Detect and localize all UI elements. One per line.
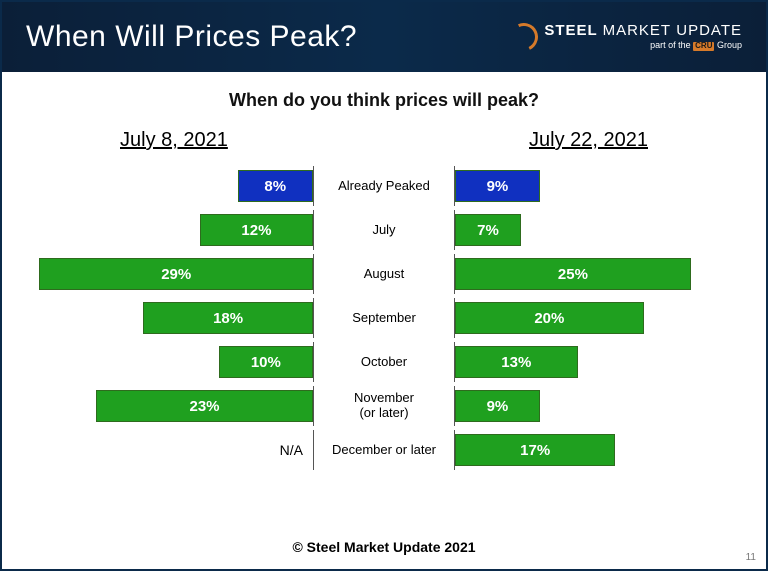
bar-right: 25% bbox=[455, 258, 691, 290]
copyright: © Steel Market Update 2021 bbox=[2, 539, 766, 555]
bar-left: 23% bbox=[96, 390, 313, 422]
category-label: August bbox=[314, 267, 454, 282]
bar-right: 9% bbox=[455, 390, 540, 422]
logo-sub-suffix: Group bbox=[714, 40, 742, 50]
bar-right: 17% bbox=[455, 434, 615, 466]
bar-left: 10% bbox=[219, 346, 313, 378]
bar-right: 13% bbox=[455, 346, 578, 378]
logo-text: STEEL MARKET UPDATE part of the CRU Grou… bbox=[544, 23, 742, 51]
date-right: July 22, 2021 bbox=[529, 129, 648, 152]
chart-row: 23%November(or later)9% bbox=[30, 386, 738, 426]
chart-row: 8%Already Peaked9% bbox=[30, 166, 738, 206]
chart-row: 10%October13% bbox=[30, 342, 738, 382]
category-label: November(or later) bbox=[314, 391, 454, 421]
logo-line1: STEEL MARKET UPDATE bbox=[544, 23, 742, 40]
page-number: 11 bbox=[746, 552, 756, 563]
bar-left: 18% bbox=[143, 302, 313, 334]
chart-row: 18%September20% bbox=[30, 298, 738, 338]
logo-arc-icon bbox=[506, 19, 542, 55]
left-side: N/A bbox=[30, 430, 314, 470]
header: When Will Prices Peak? STEEL MARKET UPDA… bbox=[2, 2, 766, 72]
bar-left: 12% bbox=[200, 214, 313, 246]
category-label: July bbox=[314, 223, 454, 238]
na-label: N/A bbox=[280, 442, 313, 458]
category-label: October bbox=[314, 355, 454, 370]
right-side: 13% bbox=[454, 342, 738, 382]
diverging-bar-chart: 8%Already Peaked9%12%July7%29%August25%1… bbox=[30, 166, 738, 470]
left-side: 23% bbox=[30, 386, 314, 426]
category-label: September bbox=[314, 311, 454, 326]
logo-word-market: MARKET bbox=[603, 22, 672, 39]
chart-row: N/ADecember or later17% bbox=[30, 430, 738, 470]
left-side: 12% bbox=[30, 210, 314, 250]
content-area: When do you think prices will peak? July… bbox=[2, 82, 766, 539]
left-side: 29% bbox=[30, 254, 314, 294]
category-label: Already Peaked bbox=[314, 179, 454, 194]
right-side: 20% bbox=[454, 298, 738, 338]
category-label: December or later bbox=[314, 443, 454, 458]
left-side: 8% bbox=[30, 166, 314, 206]
logo-word-update: UPDATE bbox=[676, 22, 742, 39]
bar-right: 7% bbox=[455, 214, 521, 246]
logo-word-steel: STEEL bbox=[544, 22, 597, 39]
date-left: July 8, 2021 bbox=[120, 129, 228, 152]
chart-question: When do you think prices will peak? bbox=[30, 90, 738, 111]
logo-badge: CRU bbox=[693, 42, 714, 51]
bar-right: 20% bbox=[455, 302, 644, 334]
chart-row: 29%August25% bbox=[30, 254, 738, 294]
logo-line2: part of the CRU Group bbox=[544, 41, 742, 51]
logo-sub-prefix: part of the bbox=[650, 40, 693, 50]
right-side: 25% bbox=[454, 254, 738, 294]
brand-logo: STEEL MARKET UPDATE part of the CRU Grou… bbox=[510, 23, 742, 51]
left-side: 18% bbox=[30, 298, 314, 338]
right-side: 9% bbox=[454, 166, 738, 206]
bar-right: 9% bbox=[455, 170, 540, 202]
slide-title: When Will Prices Peak? bbox=[26, 20, 357, 54]
chart-row: 12%July7% bbox=[30, 210, 738, 250]
date-headers: July 8, 2021 July 22, 2021 bbox=[30, 129, 738, 152]
bar-left: 29% bbox=[39, 258, 313, 290]
right-side: 7% bbox=[454, 210, 738, 250]
slide: When Will Prices Peak? STEEL MARKET UPDA… bbox=[0, 0, 768, 571]
left-side: 10% bbox=[30, 342, 314, 382]
bar-left: 8% bbox=[238, 170, 313, 202]
right-side: 17% bbox=[454, 430, 738, 470]
right-side: 9% bbox=[454, 386, 738, 426]
